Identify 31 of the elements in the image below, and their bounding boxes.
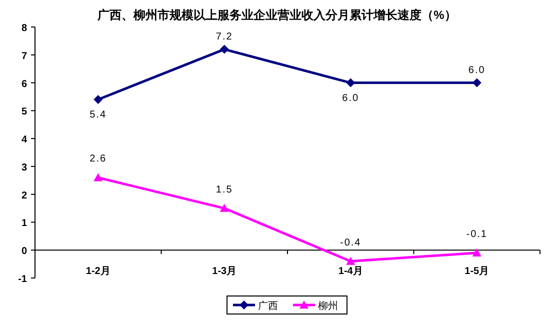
x-tick-label: 1-3月 (212, 266, 237, 277)
legend-label: 柳州 (318, 300, 338, 312)
point (472, 248, 482, 256)
data-label: 5.4 (90, 110, 107, 121)
x-tick-label: 1-4月 (338, 266, 363, 277)
point (94, 95, 103, 104)
point (94, 173, 103, 182)
y-tick-label: -1 (18, 274, 28, 285)
data-label: 6.0 (342, 92, 360, 104)
data-label: -0.1 (466, 228, 488, 240)
y-tick-label: 0 (21, 246, 28, 258)
legend-label: 广西 (258, 300, 278, 312)
y-tick-label: 1 (21, 218, 28, 230)
point (220, 204, 229, 212)
x-tick-label: 1-5月 (464, 266, 490, 277)
point (220, 44, 229, 54)
data-label: 2.6 (90, 154, 107, 165)
data-label: 1.5 (216, 184, 233, 196)
y-tick-label: 5 (21, 106, 28, 118)
chart-title: 广西、柳州市规模以上服务业企业营业收入分月累计增长速度（%） (96, 8, 456, 22)
y-tick-label: 3 (21, 162, 28, 174)
x-tick-label: 1-2月 (86, 266, 110, 277)
data-label: 6.0 (468, 64, 486, 76)
point (346, 256, 356, 265)
y-tick-label: 6 (21, 78, 28, 90)
y-tick-label: 2 (21, 190, 28, 202)
y-tick-label: 7 (21, 50, 28, 62)
data-label: 7.2 (216, 31, 233, 42)
data-label: -0.4 (340, 237, 362, 248)
y-tick-label: 4 (21, 134, 28, 146)
y-tick-label: 8 (21, 23, 28, 34)
